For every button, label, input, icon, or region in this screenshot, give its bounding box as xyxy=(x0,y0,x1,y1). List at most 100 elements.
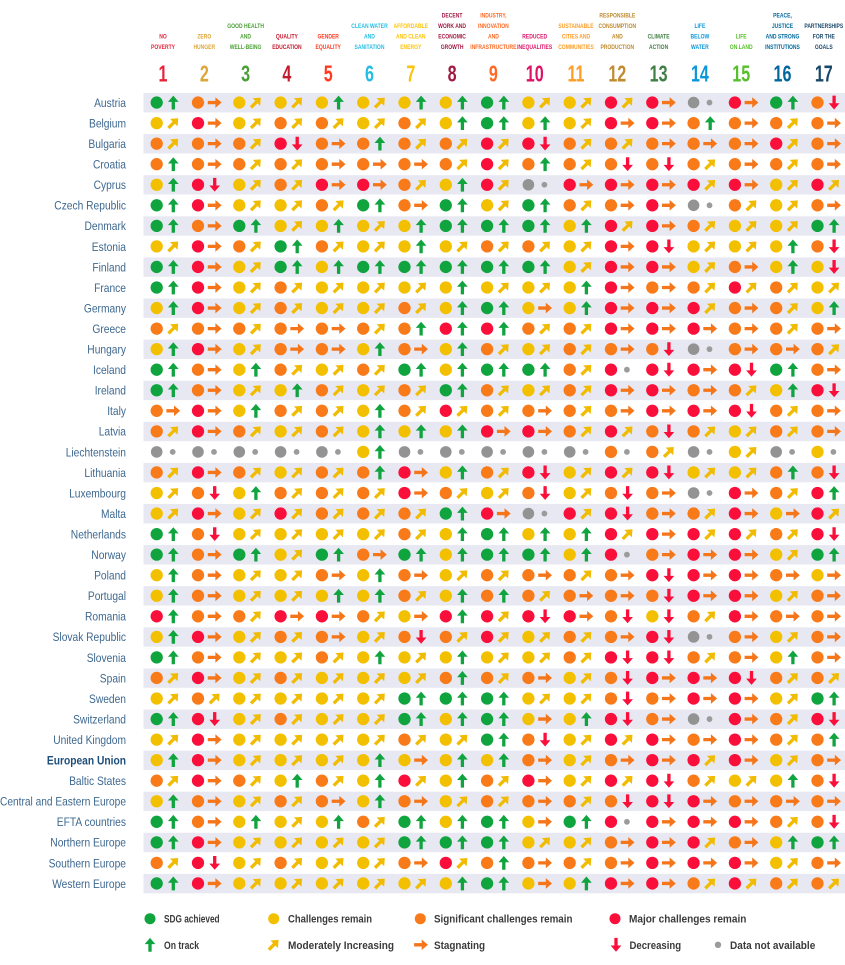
svg-text:17: 17 xyxy=(815,62,833,87)
svg-text:Latvia: Latvia xyxy=(99,425,126,439)
svg-text:10: 10 xyxy=(526,62,544,87)
svg-text:Moderately Increasing: Moderately Increasing xyxy=(288,940,394,952)
svg-text:Belgium: Belgium xyxy=(89,116,126,130)
svg-text:CITIES AND: CITIES AND xyxy=(562,34,590,41)
svg-text:Data not available: Data not available xyxy=(730,940,815,952)
svg-text:Romania: Romania xyxy=(85,610,126,624)
svg-text:5: 5 xyxy=(324,62,333,87)
svg-text:12: 12 xyxy=(608,62,626,87)
svg-text:COMMUNITIES: COMMUNITIES xyxy=(558,44,594,51)
svg-text:AND: AND xyxy=(488,34,499,41)
svg-text:ON LAND: ON LAND xyxy=(730,44,753,51)
svg-text:7: 7 xyxy=(406,62,415,87)
svg-text:LIFE: LIFE xyxy=(694,23,705,30)
svg-text:Czech Republic: Czech Republic xyxy=(54,199,126,213)
svg-text:AND CLEAN: AND CLEAN xyxy=(396,34,426,41)
svg-text:Portugal: Portugal xyxy=(88,589,126,603)
svg-text:WORK AND: WORK AND xyxy=(438,23,466,30)
svg-text:3: 3 xyxy=(241,62,250,87)
svg-text:AFFORDABLE: AFFORDABLE xyxy=(394,23,429,30)
svg-text:FOR THE: FOR THE xyxy=(813,34,835,41)
svg-text:Central and Eastern Europe: Central and Eastern Europe xyxy=(0,795,126,809)
svg-text:Western Europe: Western Europe xyxy=(52,877,126,891)
svg-text:LIFE: LIFE xyxy=(736,34,747,41)
svg-text:NO: NO xyxy=(159,34,167,41)
svg-text:WATER: WATER xyxy=(691,44,709,51)
svg-text:WELL-BEING: WELL-BEING xyxy=(230,44,262,51)
svg-text:Southern Europe: Southern Europe xyxy=(49,856,127,870)
svg-text:INEQUALITIES: INEQUALITIES xyxy=(517,44,553,51)
svg-text:Malta: Malta xyxy=(101,507,126,521)
svg-text:JUSTICE: JUSTICE xyxy=(772,23,794,30)
svg-text:INSTITUTIONS: INSTITUTIONS xyxy=(765,44,800,51)
svg-text:CLIMATE: CLIMATE xyxy=(648,34,670,41)
svg-text:EQUALITY: EQUALITY xyxy=(316,44,342,51)
svg-text:BELOW: BELOW xyxy=(691,34,710,41)
svg-text:ECONOMIC: ECONOMIC xyxy=(438,34,466,41)
svg-text:ACTION: ACTION xyxy=(649,44,668,51)
svg-text:2: 2 xyxy=(200,62,209,87)
svg-text:AND: AND xyxy=(240,34,251,41)
svg-text:Lithuania: Lithuania xyxy=(84,466,126,480)
svg-text:15: 15 xyxy=(732,62,750,87)
svg-text:Stagnating: Stagnating xyxy=(434,940,485,952)
svg-text:Greece: Greece xyxy=(92,322,126,336)
svg-text:PEACE,: PEACE, xyxy=(773,13,792,20)
svg-text:Baltic States: Baltic States xyxy=(69,774,126,788)
svg-text:Austria: Austria xyxy=(94,96,126,110)
svg-text:France: France xyxy=(94,281,126,295)
svg-text:Luxembourg: Luxembourg xyxy=(69,486,126,500)
svg-text:GOOD HEALTH: GOOD HEALTH xyxy=(227,23,264,30)
svg-text:Major challenges remain: Major challenges remain xyxy=(629,914,747,926)
svg-text:Switzerland: Switzerland xyxy=(73,712,126,726)
svg-text:CLEAN WATER: CLEAN WATER xyxy=(351,23,388,30)
svg-text:SUSTAINABLE: SUSTAINABLE xyxy=(558,23,594,30)
svg-text:Estonia: Estonia xyxy=(92,240,126,254)
svg-text:QUALITY: QUALITY xyxy=(276,34,298,41)
svg-text:Northern Europe: Northern Europe xyxy=(50,836,126,850)
svg-text:On track: On track xyxy=(164,940,200,952)
svg-text:AND: AND xyxy=(612,34,623,41)
svg-text:EFTA countries: EFTA countries xyxy=(57,815,126,829)
svg-text:European Union: European Union xyxy=(47,754,126,768)
svg-text:Finland: Finland xyxy=(92,260,126,274)
svg-text:ENERGY: ENERGY xyxy=(400,44,422,51)
svg-text:4: 4 xyxy=(282,62,291,87)
svg-text:INFRASTRUCTURE: INFRASTRUCTURE xyxy=(470,44,517,51)
svg-text:Norway: Norway xyxy=(91,548,126,562)
svg-text:1: 1 xyxy=(159,62,168,87)
svg-text:Denmark: Denmark xyxy=(85,219,127,233)
svg-text:AND STRONG: AND STRONG xyxy=(766,34,800,41)
svg-text:DECENT: DECENT xyxy=(442,13,463,20)
svg-text:Sweden: Sweden xyxy=(89,692,126,706)
svg-text:RESPONSIBLE: RESPONSIBLE xyxy=(599,13,635,20)
svg-text:Liechtenstein: Liechtenstein xyxy=(66,445,126,459)
svg-text:9: 9 xyxy=(489,62,498,87)
svg-text:EDUCATION: EDUCATION xyxy=(272,44,302,51)
svg-text:GOALS: GOALS xyxy=(815,44,833,51)
svg-text:Bulgaria: Bulgaria xyxy=(88,137,126,151)
svg-text:United Kingdom: United Kingdom xyxy=(53,733,126,747)
svg-text:Cyprus: Cyprus xyxy=(94,178,126,192)
svg-text:SDG achieved: SDG achieved xyxy=(164,914,220,926)
svg-text:Decreasing: Decreasing xyxy=(630,940,682,952)
svg-text:Iceland: Iceland xyxy=(93,363,126,377)
svg-text:14: 14 xyxy=(691,62,709,87)
svg-text:PRODUCTION: PRODUCTION xyxy=(600,44,634,51)
svg-text:INDUSTRY,: INDUSTRY, xyxy=(480,13,506,20)
svg-text:ZERO: ZERO xyxy=(197,34,211,41)
svg-text:HUNGER: HUNGER xyxy=(193,44,215,51)
svg-text:CONSUMPTION: CONSUMPTION xyxy=(599,23,637,30)
svg-text:Germany: Germany xyxy=(84,301,127,315)
svg-text:6: 6 xyxy=(365,62,374,87)
svg-text:Italy: Italy xyxy=(107,404,127,418)
svg-text:Slovak Republic: Slovak Republic xyxy=(53,630,126,644)
svg-text:Slovenia: Slovenia xyxy=(87,651,126,665)
svg-text:GROWTH: GROWTH xyxy=(441,44,464,51)
svg-text:POVERTY: POVERTY xyxy=(151,44,175,51)
svg-text:Netherlands: Netherlands xyxy=(71,527,126,541)
svg-text:Poland: Poland xyxy=(94,569,126,583)
svg-text:13: 13 xyxy=(650,62,668,87)
svg-text:Spain: Spain xyxy=(100,671,126,685)
svg-text:Croatia: Croatia xyxy=(93,158,126,172)
